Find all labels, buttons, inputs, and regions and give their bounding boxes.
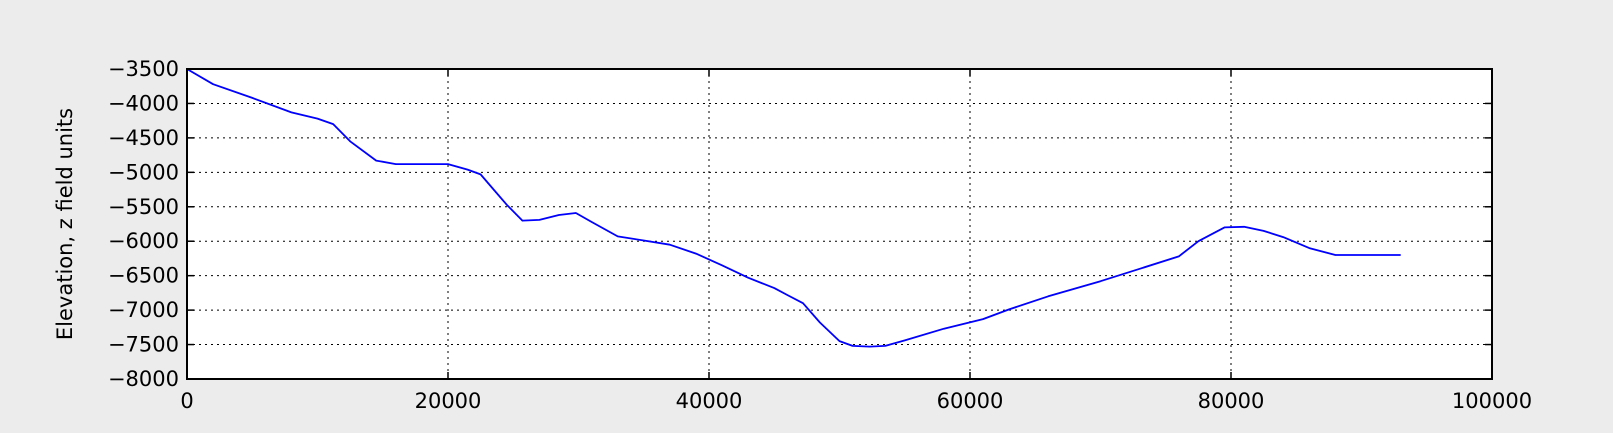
x-tick-label: 40000 [676,389,743,413]
plot-area [187,69,1492,379]
y-tick-label: −7000 [108,298,179,322]
y-tick-label: −5500 [108,195,179,219]
plot-frame [186,68,1493,380]
x-tick-label: 60000 [937,389,1004,413]
x-axis-ticks: 0 20000 40000 60000 80000 100000 [180,69,1532,413]
x-tick-label: 0 [180,389,193,413]
x-tick-label: 80000 [1198,389,1265,413]
y-tick-label: −8000 [108,367,179,391]
y-tick-label: −4500 [108,126,179,150]
y-tick-label: −4000 [108,91,179,115]
y-tick-label: −7500 [108,333,179,357]
x-tick-label: 20000 [415,389,482,413]
y-tick-label: −6500 [108,264,179,288]
y-tick-label: −6000 [108,229,179,253]
grid-lines [187,69,1492,379]
series-line [186,68,1401,348]
y-tick-label: −3500 [108,57,179,81]
y-axis-ticks: −3500 −4000 −4500 −5000 −5500 −6000 −6500 −7000… [108,57,1492,391]
y-tick-label: −5000 [108,160,179,184]
y-axis-label: Elevation, z field units [53,108,77,340]
x-tick-label: 100000 [1452,389,1532,413]
series-lines [186,68,1401,348]
